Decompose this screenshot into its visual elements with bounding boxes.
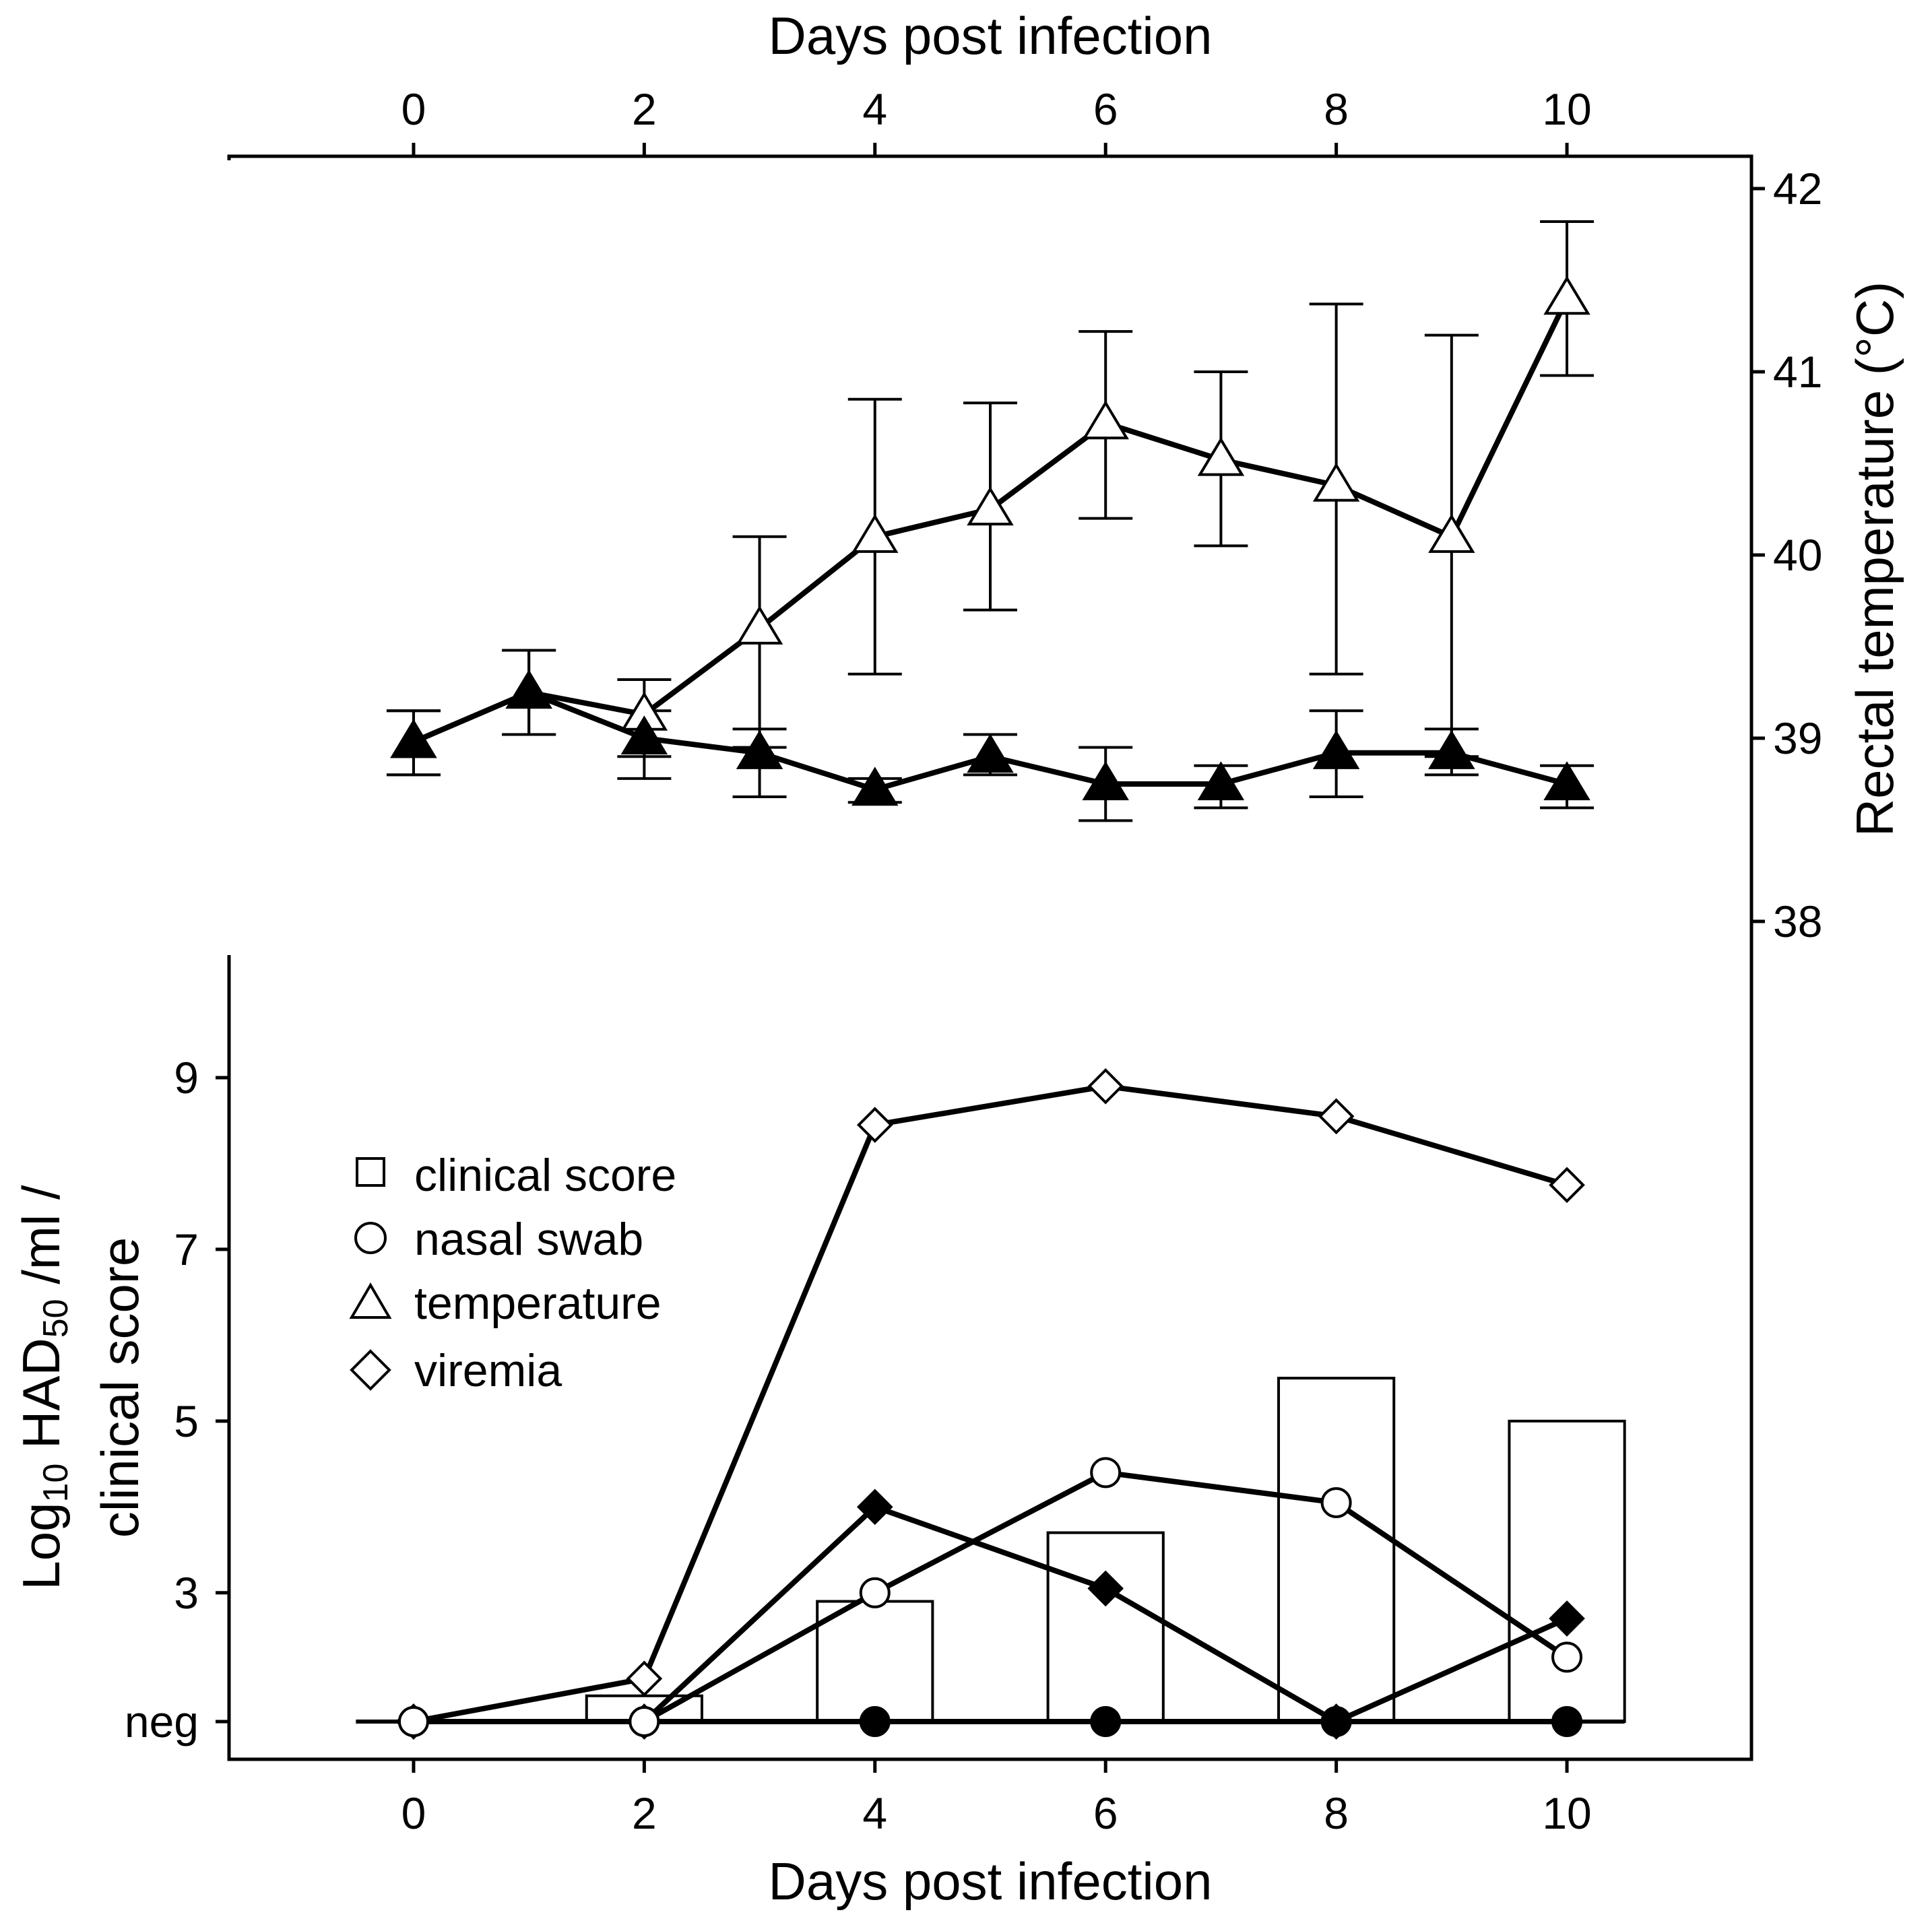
- clinical-score-bar: [1046, 1531, 1165, 1723]
- top-x-tick-label: 0: [401, 84, 426, 134]
- legend-label-nasal-swab: nasal swab: [414, 1214, 643, 1265]
- temperature-point-open: [1428, 514, 1475, 553]
- viremia-point-open: [856, 1107, 893, 1143]
- viremia-point-open: [1549, 1167, 1585, 1204]
- viremia-line-open: [413, 1083, 1568, 1724]
- top-axis-title: Days post infection: [768, 6, 1212, 65]
- legend-triangle-icon: [349, 1282, 392, 1319]
- bottom-x-tick-label: 4: [862, 1788, 887, 1838]
- viremia-point-filled: [856, 1489, 893, 1526]
- nasal-swab-point-filled: [1090, 1706, 1122, 1737]
- nasal-swab-point-open: [1320, 1487, 1352, 1518]
- viremia-point-open: [626, 1660, 663, 1697]
- temperature-point-open: [1543, 275, 1590, 315]
- temperature-point-filled: [1543, 761, 1590, 801]
- left-y-tick-label: 9: [174, 1053, 199, 1103]
- nasal-swab-point-open: [859, 1577, 891, 1608]
- bottom-x-tick-label: 10: [1542, 1788, 1591, 1838]
- legend-square-icon: [356, 1157, 385, 1187]
- left-axis-title-line1: Log10 HAD50 /ml /: [11, 1185, 75, 1590]
- nasal-swab-point-open: [629, 1706, 660, 1737]
- temperature-point-filled: [736, 729, 783, 769]
- left-y-tick-label: 7: [174, 1224, 199, 1274]
- bottom-x-tick-label: 6: [1093, 1788, 1118, 1838]
- top-x-tick-label: 6: [1093, 84, 1118, 134]
- legend: clinical score nasal swab temperature vi…: [349, 1150, 676, 1396]
- right-y-tick-label: 39: [1773, 713, 1822, 763]
- clinical-score-bar: [816, 1600, 934, 1723]
- nasal-swab-point-open: [1090, 1457, 1122, 1489]
- temperature-point-filled: [1197, 761, 1245, 801]
- viremia-point-open: [1318, 1098, 1355, 1135]
- temperature-point-filled: [967, 733, 1014, 773]
- temperature-point-filled: [851, 766, 899, 806]
- temperature-point-open: [1312, 462, 1360, 502]
- clinical-score-bar: [1277, 1377, 1396, 1723]
- temperature-point-filled: [1428, 729, 1475, 769]
- legend-label-temperature: temperature: [414, 1278, 662, 1329]
- temperature-point-open: [1082, 400, 1129, 440]
- left-axis-title-line2: clinical score: [90, 1237, 150, 1538]
- right-axis-title: Rectal temperature (°C): [1845, 282, 1904, 837]
- bottom-x-tick-label: 8: [1324, 1788, 1349, 1838]
- temperature-point-open: [967, 486, 1014, 526]
- temperature-point-open: [1197, 436, 1245, 476]
- nasal-swab-point-filled: [859, 1706, 891, 1737]
- nasal-swab-point-filled: [1320, 1706, 1352, 1737]
- temperature-point-open: [851, 514, 899, 553]
- viremia-point-filled: [1087, 1570, 1124, 1607]
- viremia-point-open: [1087, 1068, 1124, 1105]
- right-y-tick-label: 38: [1773, 896, 1822, 946]
- nasal-swab-point-open: [1551, 1641, 1583, 1673]
- right-y-tick-label: 41: [1773, 347, 1822, 397]
- temperature-point-open: [736, 606, 783, 645]
- temperature-point-filled: [390, 719, 437, 758]
- left-y-tick-label: neg: [125, 1697, 199, 1746]
- legend-circle-icon: [354, 1222, 387, 1254]
- plot-frame: [227, 154, 1753, 1761]
- clinical-score-bar: [1508, 1419, 1626, 1724]
- temperature-point-filled: [505, 669, 552, 709]
- right-y-tick-label: 40: [1773, 530, 1822, 580]
- right-y-tick-label: 42: [1773, 164, 1822, 214]
- top-x-tick-label: 8: [1324, 84, 1349, 134]
- left-y-tick-label: 3: [174, 1568, 199, 1618]
- bottom-x-tick-label: 0: [401, 1788, 426, 1838]
- bottom-x-tick-label: 2: [632, 1788, 657, 1838]
- top-x-tick-label: 2: [632, 84, 657, 134]
- nasal-swab-point-open: [397, 1706, 429, 1737]
- top-x-tick-label: 4: [862, 84, 887, 134]
- temperature-point-filled: [1082, 761, 1129, 801]
- viremia-point-filled: [1549, 1600, 1585, 1637]
- nasal-swab-point-filled: [1551, 1706, 1583, 1737]
- legend-label-viremia: viremia: [414, 1345, 562, 1396]
- top-x-tick-label: 10: [1542, 84, 1591, 134]
- left-y-tick-label: 5: [174, 1396, 199, 1446]
- legend-label-clinical-score: clinical score: [414, 1150, 676, 1201]
- bottom-axis-title: Days post infection: [768, 1852, 1212, 1911]
- temperature-point-filled: [1312, 729, 1360, 769]
- temperature-point-filled: [620, 715, 668, 755]
- legend-diamond-icon: [350, 1349, 391, 1391]
